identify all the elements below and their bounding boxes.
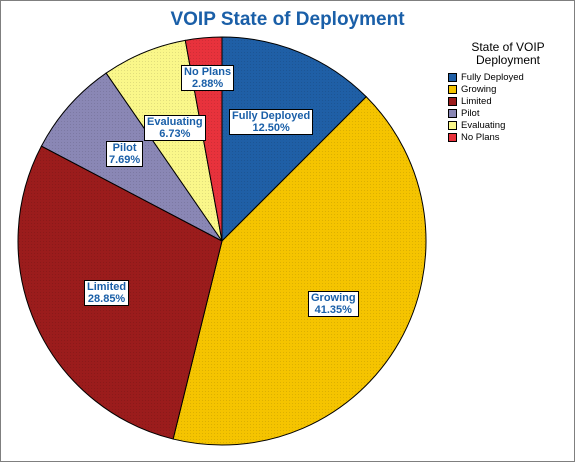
- data-label-name: Growing: [311, 292, 356, 304]
- legend-item-growing: Growing: [448, 83, 568, 95]
- legend-label: Growing: [461, 83, 497, 95]
- legend-swatch: [448, 96, 457, 106]
- data-label-value: 7.69%: [109, 154, 141, 166]
- legend-swatch: [448, 132, 457, 142]
- data-label-pilot: Pilot 7.69%: [106, 141, 144, 167]
- data-label-value: 2.88%: [191, 78, 224, 90]
- legend-item-limited: Limited: [448, 95, 568, 107]
- data-label-value: 41.35%: [314, 304, 352, 316]
- legend-label: Fully Deployed: [461, 71, 524, 83]
- data-label-evaluating: Evaluating 6.73%: [144, 115, 206, 141]
- legend-label: No Plans: [461, 131, 500, 143]
- legend-swatch: [448, 120, 457, 130]
- data-label-value: 28.85%: [87, 293, 126, 305]
- data-label-name: Fully Deployed: [232, 110, 311, 122]
- legend-label: Evaluating: [461, 119, 506, 131]
- legend-swatch: [448, 72, 457, 82]
- data-label-name: Limited: [87, 281, 127, 293]
- legend-item-no-plans: No Plans: [448, 131, 568, 143]
- data-label-value: 6.73%: [159, 128, 191, 140]
- data-label-growing: Growing 41.35%: [308, 291, 359, 317]
- data-label-no-plans: No Plans 2.88%: [181, 65, 235, 91]
- legend-label: Limited: [461, 95, 492, 107]
- data-label-limited: Limited 28.85%: [84, 280, 130, 306]
- legend-swatch: [448, 84, 457, 94]
- legend-item-evaluating: Evaluating: [448, 119, 568, 131]
- data-label-name: No Plans: [184, 66, 232, 78]
- data-label-name: Evaluating: [147, 116, 203, 128]
- data-label-name: Pilot: [112, 142, 137, 154]
- data-label-fully-deployed: Fully Deployed 12.50%: [229, 109, 314, 135]
- legend: State of VOIP Deployment Fully Deployed G…: [448, 41, 568, 143]
- legend-label: Pilot: [461, 107, 480, 119]
- legend-item-fully-deployed: Fully Deployed: [448, 71, 568, 83]
- legend-title: State of VOIP Deployment: [471, 40, 545, 67]
- data-label-value: 12.50%: [252, 122, 290, 134]
- chart-title: VOIP State of Deployment: [170, 9, 405, 30]
- legend-swatch: [448, 108, 457, 118]
- legend-item-pilot: Pilot: [448, 107, 568, 119]
